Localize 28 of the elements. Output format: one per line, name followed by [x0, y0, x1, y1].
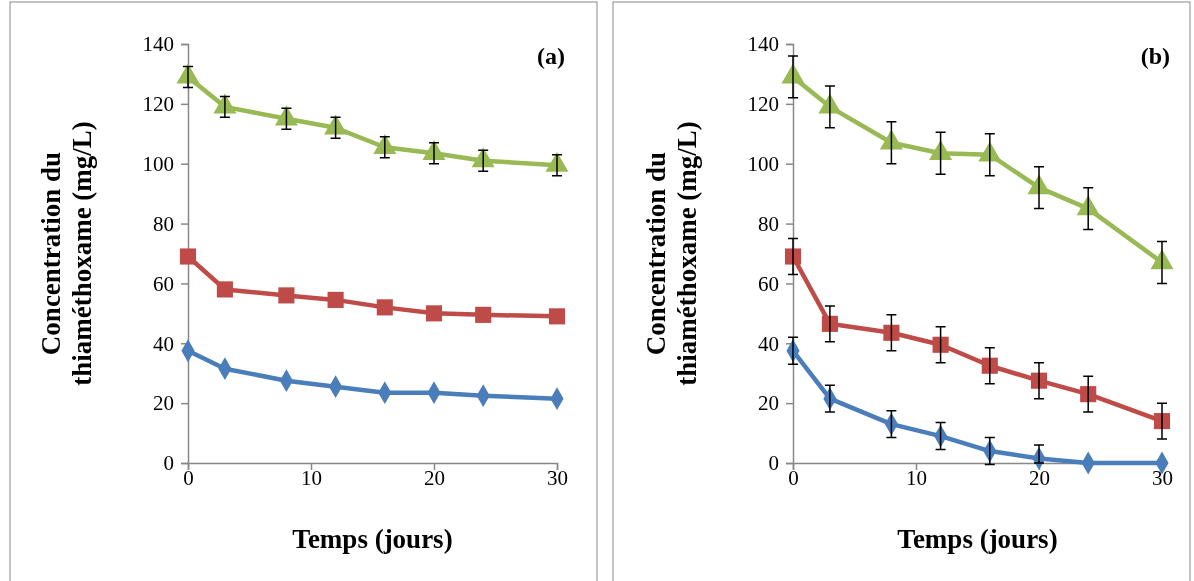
- x-tick-label: 20: [1029, 466, 1050, 490]
- x-axis-title: Temps (jours): [897, 524, 1058, 554]
- x-tick-label: 30: [547, 466, 568, 490]
- x-axis-title: Temps (jours): [292, 524, 453, 554]
- y-tick-label: 20: [758, 391, 779, 416]
- y-tick-label: 80: [758, 211, 779, 236]
- y-tick-label: 20: [153, 391, 174, 416]
- chart-title: (a): [537, 43, 565, 69]
- x-tick-label: 20: [424, 466, 445, 490]
- y-tick-label: 80: [153, 211, 174, 236]
- x-tick-label: 10: [906, 466, 927, 490]
- y-tick-label: 120: [747, 92, 779, 117]
- x-tick-label: 30: [1152, 466, 1173, 490]
- y-axis-title: Concentration du thiaméthoxame (mg/L): [36, 121, 97, 386]
- y-tick-label: 40: [153, 331, 174, 356]
- y-tick-label: 100: [142, 151, 174, 176]
- y-tick-label: 60: [758, 271, 779, 296]
- y-tick-label: 140: [747, 32, 779, 57]
- y-tick-label: 60: [153, 271, 174, 296]
- y-tick-label: 140: [142, 32, 174, 57]
- chart-title: (b): [1140, 43, 1170, 69]
- x-tick-label: 10: [301, 466, 322, 490]
- y-axis-title: Concentration du thiaméthoxame (mg/L): [641, 121, 702, 386]
- x-tick-label: 0: [183, 466, 194, 490]
- y-tick-label: 40: [758, 331, 779, 356]
- y-tick-label: 100: [747, 151, 779, 176]
- x-tick-label: 0: [788, 466, 799, 490]
- y-tick-label: 120: [142, 92, 174, 117]
